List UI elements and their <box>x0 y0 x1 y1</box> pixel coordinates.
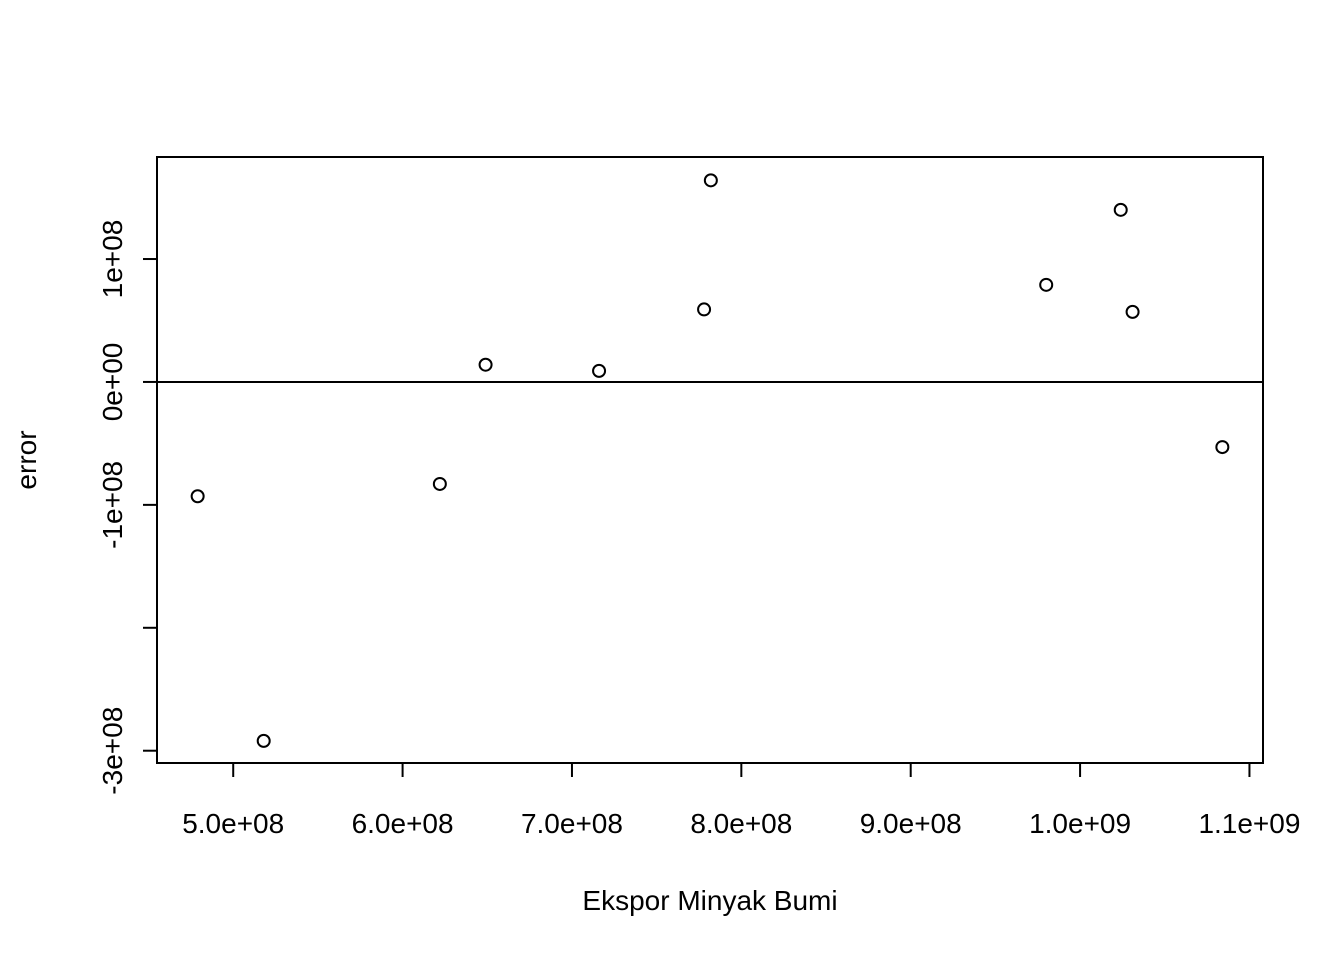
data-point <box>697 302 712 317</box>
data-point <box>1215 440 1230 455</box>
x-tick-label: 7.0e+08 <box>521 808 623 839</box>
data-point <box>256 733 271 748</box>
data-point <box>478 357 493 372</box>
y-axis: 1e+08 0e+00 -1e+08 -3e+08 <box>97 220 158 795</box>
data-point <box>1125 304 1140 319</box>
y-tick-label: 0e+00 <box>97 343 128 422</box>
x-tick-label: 6.0e+08 <box>352 808 454 839</box>
x-tick-label: 8.0e+08 <box>690 808 792 839</box>
data-point <box>1113 202 1128 217</box>
y-tick-label: -1e+08 <box>97 461 128 549</box>
data-point <box>703 173 718 188</box>
y-tick-label: 1e+08 <box>97 220 128 299</box>
y-tick-label: -3e+08 <box>97 707 128 795</box>
x-tick-label: 1.1e+09 <box>1198 808 1300 839</box>
data-point <box>190 489 205 504</box>
x-axis-title: Ekspor Minyak Bumi <box>582 885 837 916</box>
data-point <box>592 363 607 378</box>
x-axis: 5.0e+08 6.0e+08 7.0e+08 8.0e+08 9.0e+08 1.0e+… <box>182 762 1300 839</box>
data-point <box>432 476 447 491</box>
x-tick-label: 9.0e+08 <box>860 808 962 839</box>
y-axis-title: error <box>11 430 42 489</box>
points-layer <box>190 173 1230 748</box>
plot-frame <box>156 156 1264 764</box>
data-point <box>1039 277 1054 292</box>
x-tick-label: 1.0e+09 <box>1029 808 1131 839</box>
x-tick-label: 5.0e+08 <box>182 808 284 839</box>
